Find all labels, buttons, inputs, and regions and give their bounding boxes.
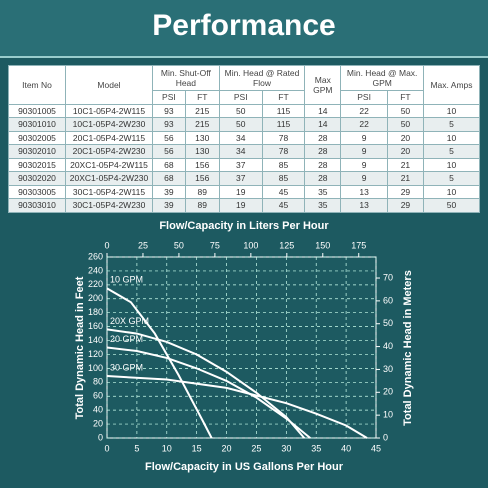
y-tick-label: 260: [88, 251, 103, 261]
table-row: 90302020 20XC1-05P4-2W230 68 156 37 85 28 9 21 5: [8, 171, 480, 186]
table-cell: 45: [261, 198, 306, 213]
x2-tick-label: 75: [210, 240, 220, 250]
x-tick-label: 15: [192, 443, 202, 453]
y-tick-label: 180: [88, 307, 103, 317]
y2-tick-label: 60: [383, 295, 393, 305]
x-axis-title: Flow/Capacity in US Gallons Per Hour: [145, 461, 344, 473]
y-axis-title: Total Dynamic Head in Feet: [74, 276, 86, 419]
y2-tick-label: 50: [383, 318, 393, 328]
x-tick-label: 45: [371, 443, 381, 453]
x2-tick-label: 125: [279, 240, 294, 250]
plot-frame: [106, 256, 377, 439]
x-tick-label: 0: [104, 443, 109, 453]
subheader-row: PSI FT PSI FT PSI FT: [9, 90, 480, 105]
col-header: Max. Amps: [423, 65, 480, 105]
y-tick-label: 40: [93, 405, 103, 415]
y-tick-label: 120: [88, 349, 103, 359]
table-cell: 35: [304, 198, 342, 213]
x2-axis-title: Flow/Capacity in Liters Per Hour: [159, 220, 329, 232]
col-header: Min. Head @ Max. GPM: [340, 65, 424, 91]
page-title: Performance: [0, 0, 488, 58]
y2-tick-label: 10: [383, 410, 393, 420]
curve-label: 10 GPM: [110, 275, 143, 285]
y-tick-label: 240: [88, 265, 103, 275]
x-tick-label: 20: [222, 443, 232, 453]
table-cell: 90303010: [8, 198, 66, 213]
y2-tick-label: 20: [383, 387, 393, 397]
x-tick-label: 40: [341, 443, 351, 453]
table-cell: 9: [340, 144, 388, 159]
y2-axis-title: Total Dynamic Head in Meters: [402, 270, 414, 426]
subcol-header: FT: [386, 90, 425, 105]
x2-tick-label: 175: [351, 240, 366, 250]
table-cell: 85: [261, 171, 306, 186]
table-cell: 50: [423, 198, 480, 213]
y-tick-label: 60: [93, 391, 103, 401]
curve-label: 20 GPM: [110, 334, 143, 344]
col-header: Min. Shut-Off Head: [152, 65, 220, 91]
col-header: Item No: [8, 65, 66, 105]
x-tick-label: 30: [281, 443, 291, 453]
y-tick-label: 100: [88, 363, 103, 373]
table-cell: 9: [340, 171, 388, 186]
col-header: Min. Head @ Rated Flow: [218, 65, 306, 91]
y-tick-label: 160: [88, 321, 103, 331]
spec-table: Item No Model Min. Shut-Off Head Min. He…: [8, 65, 480, 213]
x-tick-label: 35: [311, 443, 321, 453]
table-cell: 215: [184, 117, 220, 132]
col-header: Max GPM: [304, 65, 342, 105]
x2-tick-label: 150: [315, 240, 330, 250]
table-body: 90301005 10C1-05P4-2W115 93 215 50 115 14 22 50 1…: [8, 103, 480, 213]
table-cell: 50: [386, 117, 425, 132]
table-cell: 78: [261, 144, 306, 159]
table-cell: 21: [386, 171, 425, 186]
table-cell: 115: [261, 117, 306, 132]
y-tick-label: 20: [93, 418, 103, 428]
table-cell: 29: [386, 198, 425, 213]
y2-tick-label: 0: [383, 432, 388, 442]
x-tick-label: 5: [134, 443, 139, 453]
x-tick-label: 10: [162, 443, 172, 453]
y-tick-label: 200: [88, 293, 103, 303]
curve: [106, 328, 306, 439]
y-tick-label: 0: [98, 432, 103, 442]
curve-label: 30 GPM: [110, 362, 143, 372]
curve-label: 20X GPM: [110, 316, 149, 326]
table-cell: 37: [218, 171, 263, 186]
table-row: 90303010 30C1-05P4-2W230 39 89 19 45 35 13 29 50: [8, 198, 480, 213]
table-cell: 5: [423, 144, 480, 159]
x2-tick-label: 50: [174, 240, 184, 250]
table-cell: 20: [386, 144, 425, 159]
table-cell: 5: [423, 171, 480, 186]
y-tick-label: 80: [93, 377, 103, 387]
col-header: Model: [65, 65, 153, 105]
table-cell: 30C1-05P4-2W230: [65, 198, 153, 213]
x2-tick-label: 25: [138, 240, 148, 250]
table-row: 90301005 10C1-05P4-2W115 93 215 50 115 14 22 50 1…: [8, 103, 480, 118]
table-cell: 50: [218, 103, 263, 118]
curve: [106, 346, 311, 439]
curve: [106, 375, 368, 439]
x2-tick-label: 100: [243, 240, 258, 250]
table-cell: 28: [304, 144, 342, 159]
table-cell: 13: [340, 198, 388, 213]
y2-tick-label: 30: [383, 364, 393, 374]
y-tick-label: 140: [88, 335, 103, 345]
y2-tick-label: 70: [383, 272, 393, 282]
x-tick-label: 25: [251, 443, 261, 453]
table-cell: 39: [152, 198, 186, 213]
table-cell: 89: [184, 198, 220, 213]
table-cell: 5: [423, 117, 480, 132]
y-tick-label: 220: [88, 279, 103, 289]
x2-tick-label: 0: [104, 240, 109, 250]
table-cell: 19: [218, 198, 263, 213]
table-cell: 20XC1-05P4-2W230: [65, 171, 153, 186]
table-cell: 28: [304, 171, 342, 186]
curve: [106, 287, 213, 439]
y2-tick-label: 40: [383, 341, 393, 351]
